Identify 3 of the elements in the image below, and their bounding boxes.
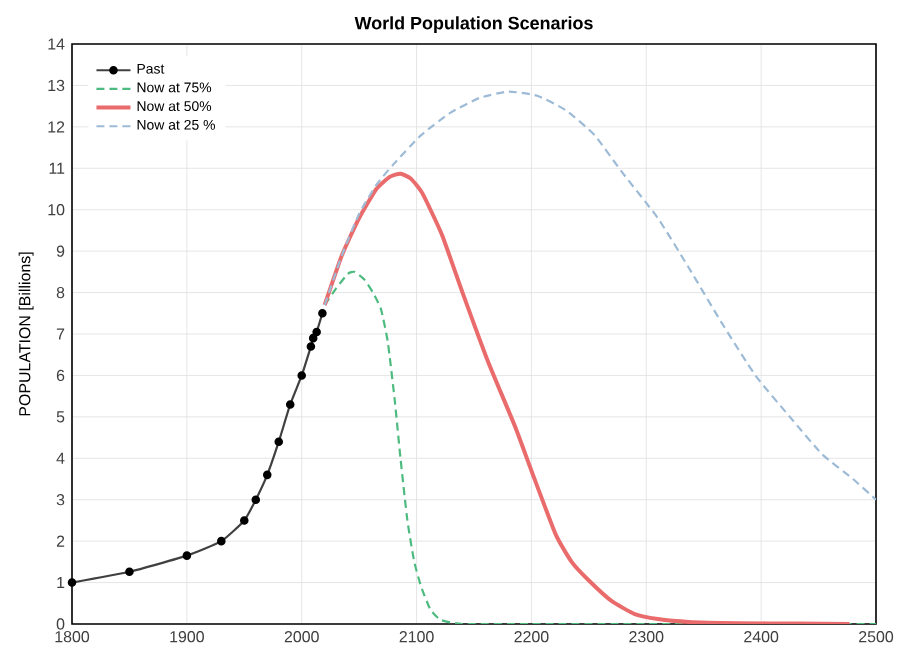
line-series [323, 90, 876, 501]
line-series [322, 171, 852, 624]
chart-title: World Population Scenarios [354, 16, 593, 33]
